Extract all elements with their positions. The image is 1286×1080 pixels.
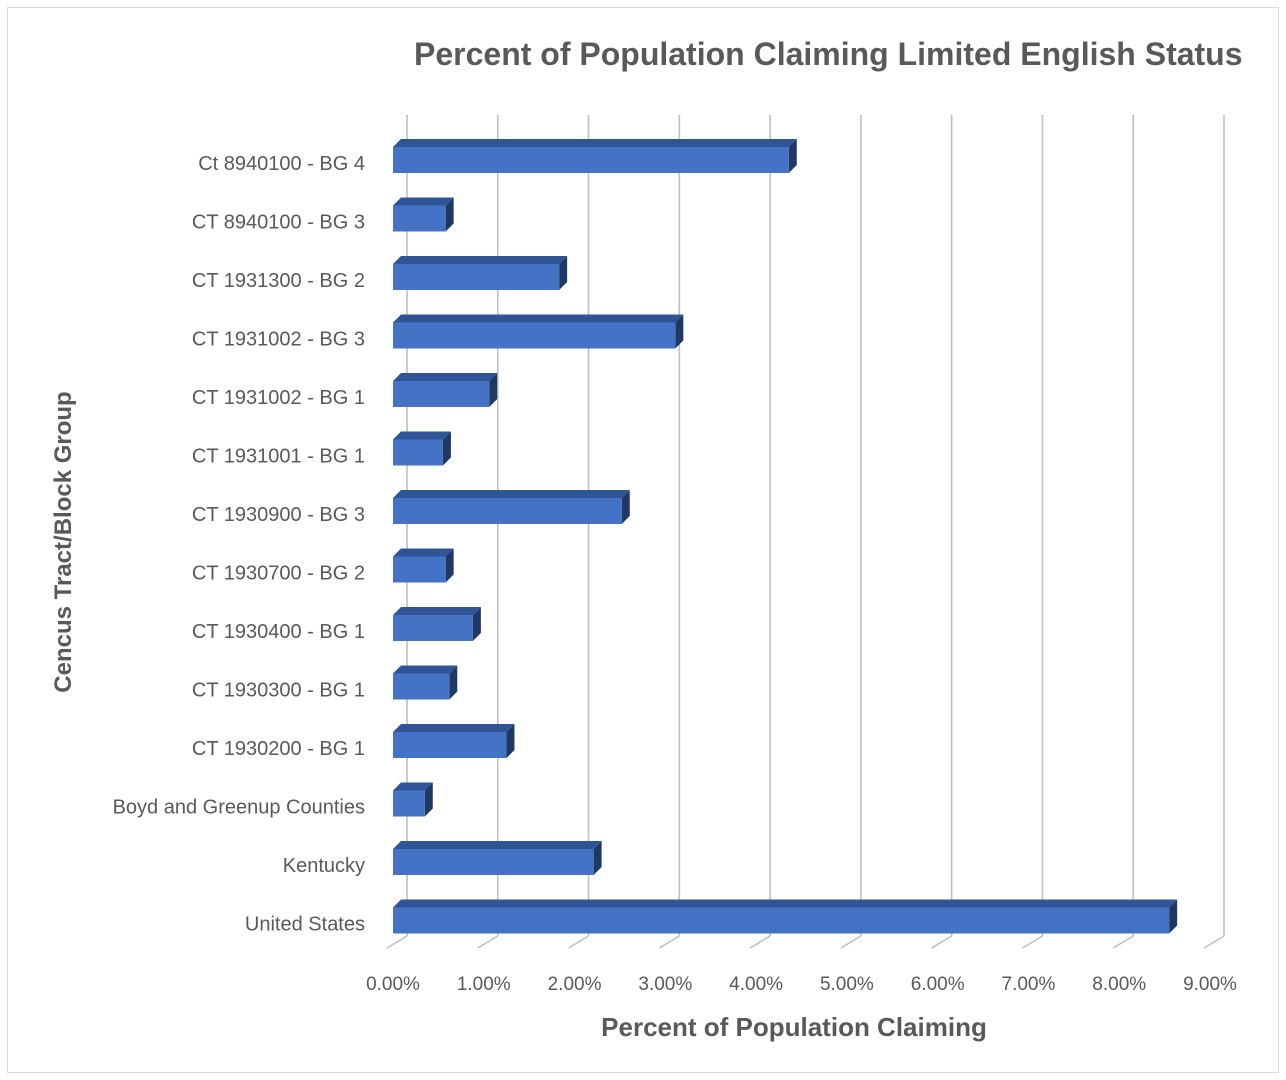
category-label: Ct 8940100 - BG 4 — [198, 153, 365, 175]
category-label: CT 1931001 - BG 1 — [192, 446, 365, 468]
gridline — [477, 115, 499, 949]
category-label: CT 1930400 - BG 1 — [192, 621, 365, 643]
bar — [393, 607, 481, 641]
bar — [393, 139, 797, 173]
bar — [393, 314, 684, 349]
bar — [393, 841, 602, 875]
gridline — [749, 115, 771, 949]
x-tick-label: 0.00% — [366, 974, 420, 995]
gridlines — [386, 115, 1225, 949]
bar — [393, 197, 454, 232]
category-label: CT 1931002 - BG 3 — [192, 329, 365, 351]
gridline — [1022, 115, 1044, 949]
gridline — [386, 115, 408, 949]
category-label: CT 1931300 - BG 2 — [192, 270, 365, 292]
x-tick-label: 1.00% — [457, 974, 511, 995]
chart-title: Percent of Population Claiming Limited E… — [414, 36, 1243, 72]
x-tick-label: 8.00% — [1092, 974, 1146, 995]
bar — [393, 782, 433, 817]
x-tick-label: 5.00% — [820, 974, 874, 995]
category-label: Kentucky — [283, 855, 365, 877]
bar — [393, 899, 1178, 934]
gridline — [658, 115, 681, 949]
gridline — [1203, 115, 1225, 949]
gridline — [931, 115, 953, 949]
bars — [393, 139, 1178, 934]
x-tick-label: 2.00% — [548, 974, 602, 995]
gridline — [568, 115, 590, 949]
x-tick-label: 4.00% — [729, 974, 783, 995]
bar — [393, 373, 498, 407]
category-label: CT 1930300 - BG 1 — [192, 680, 365, 702]
x-axis-title: Percent of Population Claiming — [601, 1012, 987, 1042]
x-tick-label: 6.00% — [911, 974, 965, 995]
gridline — [1112, 115, 1135, 949]
bar — [393, 724, 515, 758]
bar — [393, 431, 451, 466]
category-label: United States — [245, 914, 365, 936]
category-label: CT 1930200 - BG 1 — [192, 738, 365, 760]
category-label: CT 1930900 - BG 3 — [192, 504, 365, 526]
category-label: Boyd and Greenup Counties — [113, 797, 365, 819]
category-labels: Ct 8940100 - BG 4 CT 8940100 - BG 3 CT 193… — [113, 153, 365, 936]
x-tick-label: 7.00% — [1002, 974, 1056, 995]
category-label: CT 1930700 - BG 2 — [192, 563, 365, 585]
bar — [393, 665, 458, 700]
x-tick-label: 9.00% — [1183, 974, 1237, 995]
gridline — [840, 115, 862, 949]
x-tick-label: 3.00% — [638, 974, 692, 995]
chart-frame — [7, 7, 1279, 1073]
x-tick-labels: 0.00% 1.00% 2.00% 3.00% 4.00% 5.00% 6.00% 7.00%… — [366, 974, 1237, 995]
bar — [393, 548, 454, 583]
bar — [393, 256, 568, 290]
category-label: CT 8940100 - BG 3 — [192, 212, 365, 234]
category-label: CT 1931002 - BG 1 — [192, 387, 365, 409]
bar — [393, 490, 630, 524]
